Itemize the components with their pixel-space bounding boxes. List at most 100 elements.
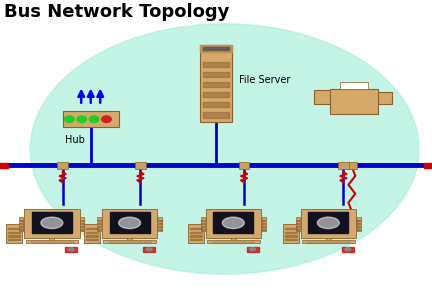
- Bar: [80, 217, 85, 231]
- Bar: [262, 229, 265, 230]
- Bar: [203, 47, 229, 50]
- Bar: [159, 229, 162, 230]
- Bar: [81, 223, 84, 224]
- Bar: [201, 223, 204, 224]
- Bar: [201, 229, 204, 230]
- Text: File Server: File Server: [238, 74, 290, 85]
- Bar: [262, 220, 265, 221]
- Bar: [207, 240, 260, 243]
- Bar: [81, 226, 84, 227]
- Bar: [98, 226, 101, 227]
- Bar: [190, 228, 202, 229]
- Bar: [97, 217, 101, 231]
- Bar: [200, 45, 232, 52]
- Bar: [285, 232, 297, 233]
- Ellipse shape: [222, 217, 244, 229]
- Bar: [296, 220, 299, 221]
- Bar: [285, 235, 297, 237]
- Bar: [314, 90, 330, 104]
- Bar: [357, 217, 361, 231]
- Bar: [285, 228, 297, 229]
- Bar: [49, 238, 54, 242]
- Bar: [159, 223, 162, 224]
- Bar: [203, 72, 229, 77]
- Bar: [86, 239, 98, 240]
- Bar: [203, 113, 229, 117]
- Bar: [308, 212, 348, 233]
- Bar: [262, 217, 266, 231]
- Bar: [200, 217, 205, 231]
- Bar: [201, 220, 204, 221]
- Bar: [8, 232, 20, 233]
- Circle shape: [77, 116, 86, 122]
- Bar: [302, 240, 355, 243]
- Text: Bus Network Topology: Bus Network Topology: [4, 3, 230, 21]
- Bar: [159, 220, 162, 221]
- Bar: [213, 212, 253, 233]
- Bar: [57, 162, 68, 169]
- Bar: [20, 223, 23, 224]
- Circle shape: [65, 116, 74, 122]
- Bar: [86, 235, 98, 237]
- Ellipse shape: [41, 217, 63, 229]
- Bar: [19, 217, 23, 231]
- Bar: [8, 235, 20, 237]
- Bar: [24, 209, 79, 238]
- Bar: [357, 226, 360, 227]
- Bar: [342, 247, 354, 252]
- Bar: [188, 224, 203, 243]
- Bar: [135, 162, 146, 169]
- Bar: [108, 241, 151, 243]
- Bar: [283, 224, 299, 243]
- Bar: [0, 163, 8, 168]
- Bar: [201, 226, 204, 227]
- Bar: [326, 238, 331, 242]
- Bar: [203, 103, 229, 108]
- Bar: [301, 209, 356, 238]
- Bar: [295, 217, 300, 231]
- Bar: [203, 92, 229, 97]
- Bar: [8, 239, 20, 240]
- Bar: [378, 92, 392, 104]
- Bar: [98, 220, 101, 221]
- Bar: [231, 238, 236, 242]
- Bar: [357, 229, 360, 230]
- Bar: [20, 220, 23, 221]
- Bar: [65, 247, 77, 252]
- Bar: [190, 232, 202, 233]
- Bar: [98, 229, 101, 230]
- Bar: [203, 62, 229, 67]
- Bar: [143, 247, 155, 252]
- Bar: [340, 82, 368, 89]
- Bar: [25, 240, 78, 243]
- Bar: [20, 226, 23, 227]
- Bar: [330, 89, 378, 114]
- Bar: [357, 220, 360, 221]
- Bar: [127, 238, 132, 242]
- Bar: [81, 229, 84, 230]
- Ellipse shape: [318, 217, 339, 229]
- Ellipse shape: [30, 24, 419, 274]
- Bar: [203, 82, 229, 87]
- Circle shape: [89, 116, 99, 122]
- Bar: [98, 223, 101, 224]
- Bar: [20, 229, 23, 230]
- Bar: [357, 223, 360, 224]
- Bar: [200, 45, 232, 122]
- Bar: [262, 223, 265, 224]
- Bar: [84, 224, 100, 243]
- Bar: [63, 111, 119, 128]
- Bar: [158, 217, 162, 231]
- Bar: [8, 228, 20, 229]
- Bar: [206, 209, 261, 238]
- Bar: [86, 232, 98, 233]
- Ellipse shape: [345, 248, 350, 251]
- Bar: [32, 212, 72, 233]
- Bar: [31, 241, 73, 243]
- Bar: [86, 228, 98, 229]
- Bar: [247, 247, 259, 252]
- Bar: [110, 212, 149, 233]
- Ellipse shape: [250, 248, 255, 251]
- Bar: [6, 224, 22, 243]
- Bar: [262, 226, 265, 227]
